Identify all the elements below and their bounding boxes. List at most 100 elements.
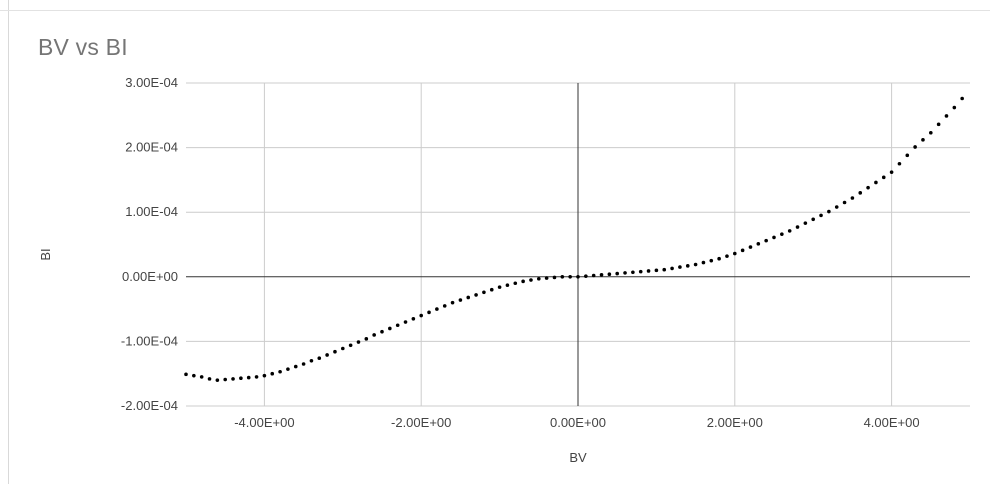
y-axis-title: BI: [38, 248, 53, 260]
data-point: [231, 377, 235, 381]
data-point: [646, 269, 651, 273]
data-point: [897, 161, 902, 166]
data-point: [576, 275, 580, 279]
data-point: [270, 371, 275, 376]
data-point: [740, 248, 745, 253]
data-point: [215, 378, 220, 382]
data-point: [466, 295, 471, 300]
data-point: [952, 105, 957, 110]
data-point: [403, 320, 408, 324]
data-point: [772, 235, 776, 240]
data-point: [356, 340, 361, 344]
data-point: [819, 213, 823, 218]
data-point: [850, 196, 855, 200]
y-axis-ticks: 3.00E-04 2.00E-04 1.00E-04 0.00E+00 -1.00E-0…: [121, 75, 178, 413]
data-point: [254, 375, 259, 379]
data-point: [199, 375, 204, 379]
data-point: [411, 316, 416, 321]
data-point: [936, 122, 941, 127]
data-point: [670, 266, 674, 271]
data-point: [701, 260, 706, 265]
y-tick-label: 3.00E-04: [125, 75, 178, 90]
data-point: [615, 271, 619, 276]
y-tick-label: 0.00E+00: [122, 269, 178, 284]
data-point: [709, 258, 714, 263]
data-point: [756, 242, 761, 246]
x-tick-label: -4.00E+00: [234, 415, 294, 430]
y-tick-label: -1.00E-04: [121, 333, 178, 348]
x-tick-label: 0.00E+00: [550, 415, 606, 430]
data-point: [184, 372, 188, 377]
data-point: [866, 185, 870, 190]
data-point: [560, 275, 565, 279]
data-point: [584, 274, 588, 278]
data-point: [192, 373, 196, 378]
sheet-gridline-left: [0, 0, 9, 484]
data-point: [748, 245, 753, 249]
data-point: [482, 290, 486, 295]
data-point: [513, 281, 518, 286]
data-point: [929, 130, 933, 135]
data-point: [521, 279, 525, 284]
data-point: [623, 271, 627, 275]
data-point: [489, 287, 494, 292]
data-point: [733, 251, 737, 256]
data-point: [889, 170, 894, 174]
data-point: [874, 180, 878, 185]
data-point: [419, 313, 424, 318]
data-point: [827, 209, 831, 214]
data-point: [246, 375, 251, 380]
sheet-gridline-top: [0, 0, 990, 11]
data-point: [803, 221, 808, 225]
data-point: [458, 298, 463, 302]
y-tick-label: 2.00E-04: [125, 140, 178, 155]
data-point: [568, 275, 572, 279]
data-point: [348, 343, 353, 348]
data-point: [301, 362, 306, 366]
x-axis-ticks: -4.00E+00 -2.00E+00 0.00E+00 2.00E+00 4.00E+…: [234, 415, 919, 430]
data-point: [223, 377, 227, 382]
data-point: [309, 358, 314, 363]
data-point: [780, 232, 784, 236]
chart-title: BV vs BI: [38, 34, 128, 60]
data-point: [921, 138, 925, 142]
y-tick-label: 1.00E-04: [125, 204, 178, 219]
data-point: [395, 323, 400, 328]
data-point: [811, 217, 815, 222]
data-point: [905, 153, 910, 158]
data-point: [293, 364, 298, 369]
data-point: [435, 307, 439, 311]
data-point: [591, 273, 596, 278]
x-tick-label: 2.00E+00: [707, 415, 763, 430]
zero-axes: [186, 83, 970, 406]
y-tick-label: -2.00E-04: [121, 398, 178, 413]
data-point: [764, 238, 768, 243]
data-point: [325, 353, 329, 357]
data-point: [239, 376, 243, 381]
data-point: [881, 175, 886, 180]
data-point: [278, 369, 282, 374]
data-point: [842, 200, 847, 205]
data-point: [505, 283, 510, 287]
data-point: [944, 114, 949, 118]
data-point: [341, 346, 345, 351]
data-point: [913, 145, 917, 149]
data-point: [607, 272, 612, 277]
data-point: [654, 268, 659, 273]
data-point: [717, 256, 721, 261]
data-point: [372, 333, 376, 337]
data-point: [795, 225, 800, 229]
data-point: [662, 267, 667, 272]
data-point: [834, 205, 839, 209]
data-point: [787, 229, 792, 233]
data-point: [678, 265, 682, 269]
data-point: [544, 276, 549, 280]
data-point: [725, 254, 729, 258]
data-point: [693, 262, 698, 267]
data-point: [537, 276, 541, 281]
data-point: [450, 300, 455, 305]
data-point: [552, 275, 557, 280]
data-point: [317, 356, 322, 360]
